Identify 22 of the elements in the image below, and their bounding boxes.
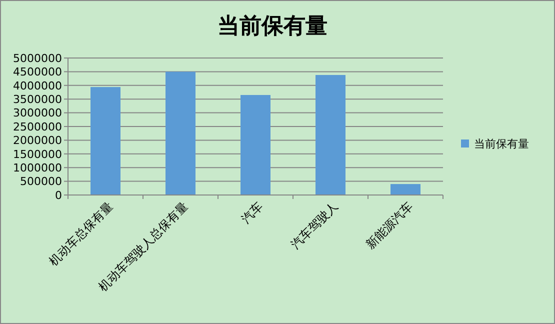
x-tick-label: 新能源汽车 <box>363 199 416 252</box>
bar <box>240 94 270 195</box>
bar <box>390 184 420 195</box>
x-tick-label: 汽车 <box>238 199 266 226</box>
y-tick-label: 2500000 <box>13 120 62 134</box>
y-tick-label: 2000000 <box>13 134 62 148</box>
y-tick-label: 5000000 <box>13 52 62 65</box>
y-tick-label: 4500000 <box>13 66 62 79</box>
y-tick-label: 0 <box>55 188 62 202</box>
chart-title: 当前保有量 <box>218 14 328 39</box>
y-tick-label: 1500000 <box>13 148 62 161</box>
x-tick-label: 汽车驾驶人 <box>288 199 341 252</box>
x-tick-label: 机动车总保有量 <box>46 199 116 269</box>
bar <box>316 74 346 195</box>
legend-label: 当前保有量 <box>474 137 529 150</box>
y-tick-label: 3500000 <box>13 92 62 106</box>
y-tick-label: 4000000 <box>13 79 62 92</box>
bar <box>90 87 120 195</box>
bar <box>166 72 196 195</box>
y-tick-label: 3000000 <box>13 106 62 120</box>
y-tick-label: 1000000 <box>13 161 62 174</box>
y-tick-label: 500000 <box>20 175 62 188</box>
